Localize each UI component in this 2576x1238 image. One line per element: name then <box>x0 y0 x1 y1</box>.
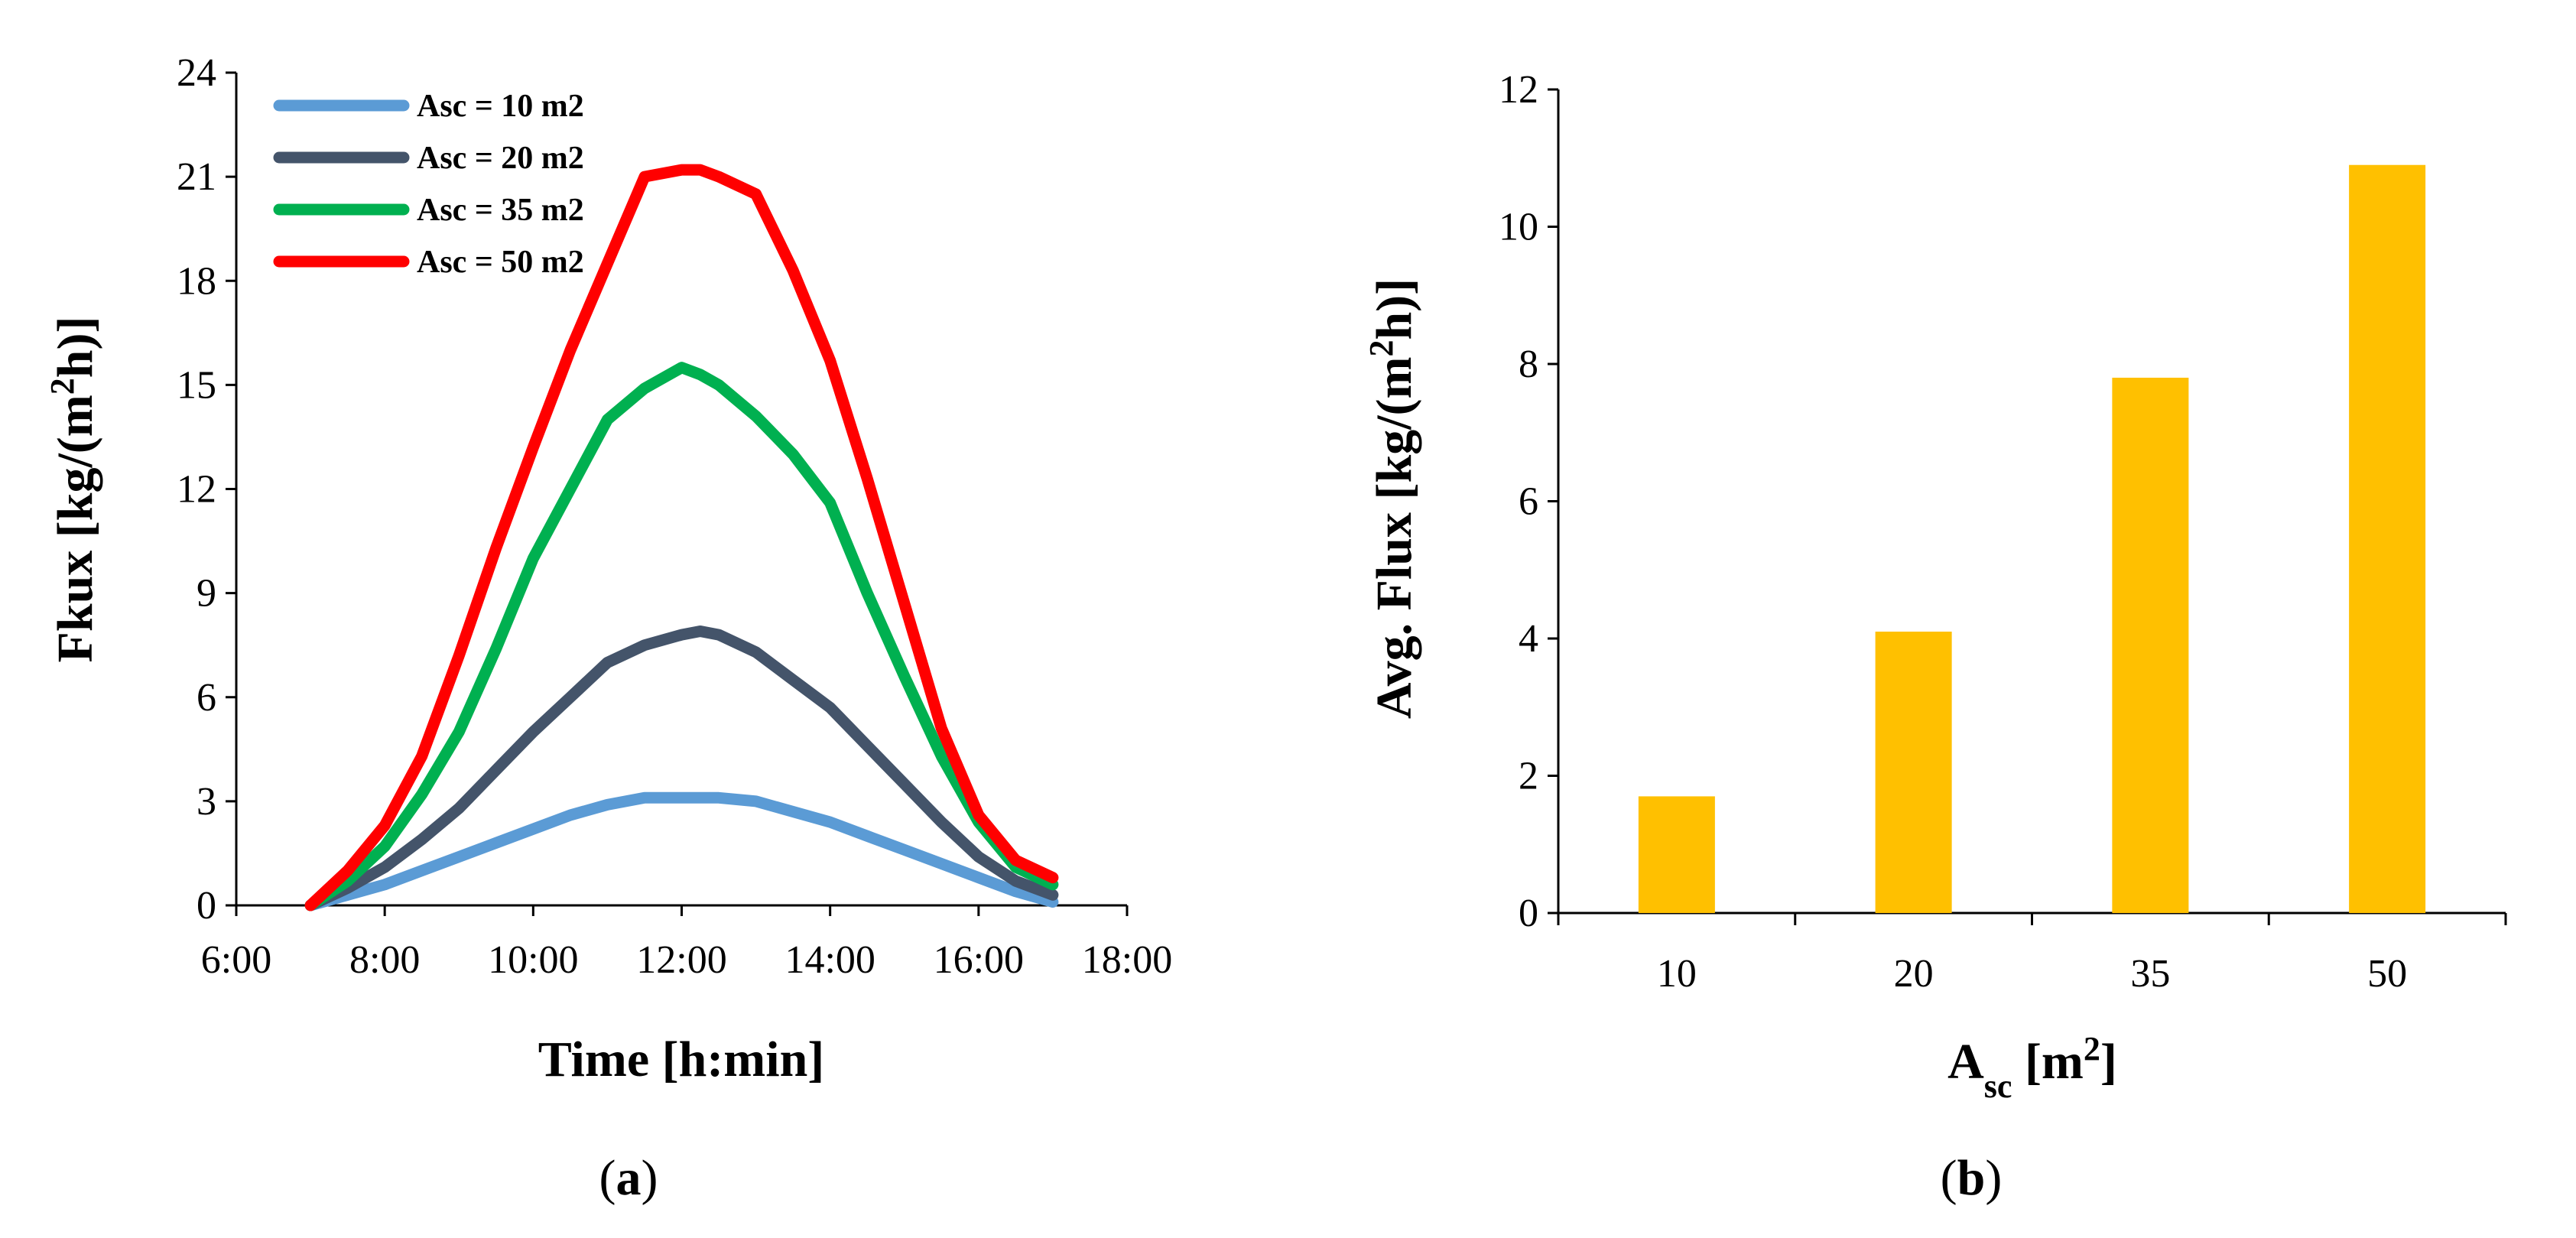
x-tick-label: 16:00 <box>934 938 1024 982</box>
y-tick-label: 6 <box>197 676 216 720</box>
x-tick-label: 50 <box>2367 952 2407 996</box>
series-line <box>304 791 1059 911</box>
bar <box>1875 632 1952 913</box>
panel-label-b: (b) <box>1941 1150 2003 1206</box>
y-tick-label: 8 <box>1519 343 1538 386</box>
x-ticks: 6:00 8:00 10:00 12:00 14:00 16:00 18:00 <box>201 905 1172 982</box>
y-ticks: 0 3 6 9 12 15 18 21 24 <box>177 51 236 928</box>
x-axis-title: Time [h:min] <box>538 1032 825 1087</box>
y-tick-label: 10 <box>1499 206 1538 249</box>
y-tick-label: 2 <box>1519 755 1538 798</box>
x-tick-label: 10:00 <box>488 938 578 982</box>
panel-label-a: (a) <box>599 1150 658 1206</box>
legend-label: Asc = 10 m2 <box>417 89 584 124</box>
bar-chart-panel: 0 2 4 6 8 10 12 10 20 35 50 Asc [m2] Avg. Flux [k… <box>1363 68 2507 1206</box>
x-axis-title: Asc [m2] <box>1947 1030 2117 1105</box>
x-tick-label: 14:00 <box>784 938 875 982</box>
y-tick-label: 4 <box>1519 617 1538 661</box>
y-tick-label: 6 <box>1519 480 1538 524</box>
y-tick-label: 0 <box>1519 892 1538 935</box>
series-line <box>304 362 1059 911</box>
line-chart-panel: 0 3 6 9 12 15 18 21 24 6:00 8:00 10:00 12:00 14:00 16… <box>44 51 1173 1206</box>
y-ticks: 0 2 4 6 8 10 12 <box>1499 68 1558 935</box>
x-tick-label: 12:00 <box>636 938 726 982</box>
bar <box>2112 377 2189 913</box>
y-tick-label: 15 <box>177 363 216 407</box>
x-ticks: 10 20 35 50 <box>1557 913 2507 996</box>
y-axis-title: Avg. Flux [kg/(m2h)] <box>1363 278 1423 719</box>
series-line <box>304 625 1059 911</box>
bars <box>1638 164 2426 914</box>
y-tick-label: 0 <box>197 884 216 928</box>
bar <box>1638 796 1715 913</box>
x-tick-label: 35 <box>2130 952 2170 996</box>
y-axis-title: Fkux [kg/(m2h)] <box>44 317 104 663</box>
series-line <box>304 164 1059 911</box>
y-tick-label: 3 <box>197 780 216 824</box>
x-tick-label: 18:00 <box>1082 938 1172 982</box>
legend-label: Asc = 20 m2 <box>417 141 584 176</box>
series-lines <box>304 164 1059 911</box>
legend: Asc = 10 m2 Asc = 20 m2 Asc = 35 m2 Asc = 5… <box>273 89 584 280</box>
x-tick-label: 6:00 <box>201 938 271 982</box>
legend-label: Asc = 35 m2 <box>417 193 584 228</box>
y-tick-label: 21 <box>177 155 216 199</box>
bar <box>2349 164 2426 914</box>
x-tick-label: 10 <box>1657 952 1697 996</box>
y-tick-label: 18 <box>177 259 216 303</box>
y-tick-label: 9 <box>197 572 216 616</box>
legend-label: Asc = 50 m2 <box>417 245 584 280</box>
y-tick-label: 24 <box>177 51 216 95</box>
y-tick-label: 12 <box>1499 68 1538 112</box>
x-tick-label: 8:00 <box>349 938 420 982</box>
y-tick-label: 12 <box>177 468 216 512</box>
x-tick-label: 20 <box>1894 952 1934 996</box>
